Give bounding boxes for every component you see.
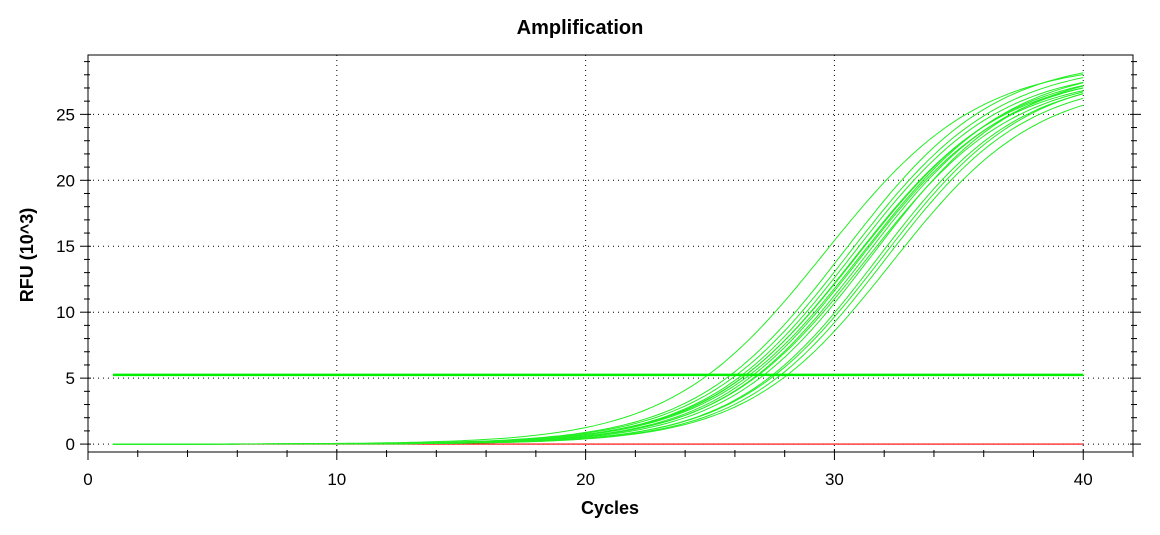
y-tick-label: 5 — [66, 369, 75, 388]
amplification-curve-well-6 — [112, 85, 1084, 445]
amplification-curve-well-10 — [112, 91, 1084, 445]
y-tick-label: 0 — [66, 435, 75, 454]
amplification-curve-well-14 — [112, 97, 1084, 445]
amplification-curve-well-4 — [112, 81, 1084, 445]
x-tick-label: 10 — [327, 470, 346, 489]
amplification-curve-well-9 — [112, 87, 1084, 445]
traces — [112, 72, 1084, 445]
y-tick-label: 10 — [56, 303, 75, 322]
amplification-curve-well-13 — [112, 93, 1084, 445]
y-tick-label: 25 — [56, 105, 75, 124]
amplification-curve-well-12 — [112, 93, 1084, 445]
x-axis-label: Cycles — [581, 498, 639, 518]
amplification-curve-well-5 — [112, 87, 1084, 445]
axes: 0 5 10 15 20 25 0 10 20 30 40 — [56, 61, 1141, 489]
amplification-curve-well-15 — [112, 104, 1084, 445]
amplification-curve-well-1 — [112, 74, 1084, 445]
x-tick-label: 20 — [576, 470, 595, 489]
amplification-curve-well-3 — [112, 77, 1084, 445]
x-tick-label: 30 — [825, 470, 844, 489]
amplification-curve-well-2 — [112, 72, 1084, 445]
amplification-curve-well-11 — [112, 85, 1084, 445]
chart-title: Amplification — [517, 17, 644, 39]
amplification-curve-well-8 — [112, 82, 1084, 445]
x-tick-label: 40 — [1074, 470, 1093, 489]
plot-frame — [87, 54, 1134, 453]
y-tick-label: 15 — [56, 237, 75, 256]
y-tick-label: 20 — [56, 171, 75, 190]
x-tick-label: 0 — [83, 470, 92, 489]
y-axis-label: RFU (10^3) — [17, 208, 37, 303]
